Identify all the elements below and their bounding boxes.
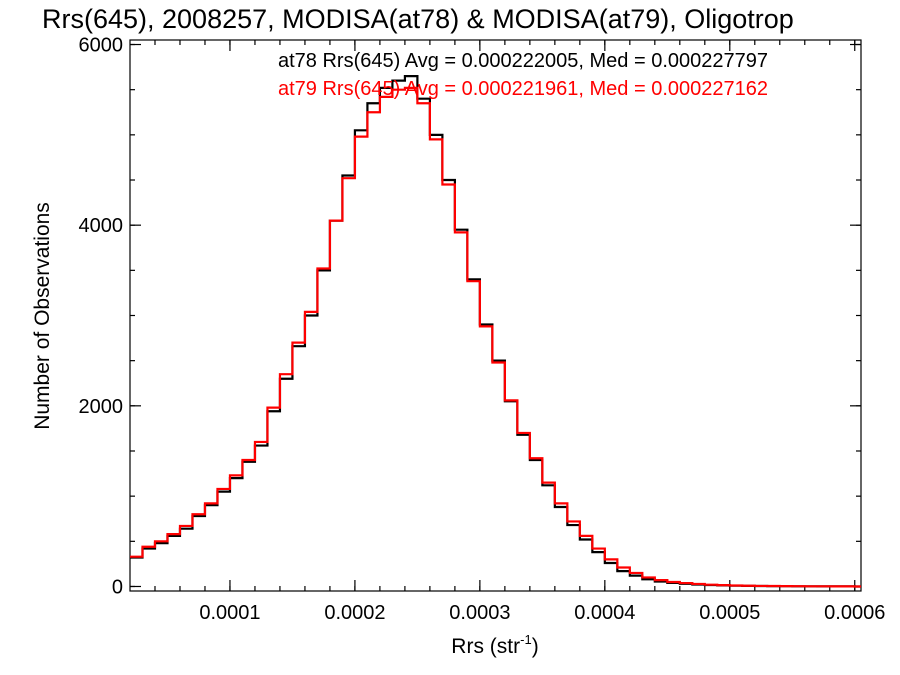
chart-title: Rrs(645), 2008257, MODISA(at78) & MODISA… (42, 4, 794, 34)
x-tick-label: 0.0002 (324, 602, 385, 624)
y-tick-label: 4000 (79, 215, 124, 237)
legend-entry-at78: at78 Rrs(645) Avg = 0.000222005, Med = 0… (278, 50, 768, 72)
y-tick-labels: 0 2000 4000 6000 (79, 35, 124, 599)
x-tick-label: 0.0004 (574, 602, 635, 624)
series-line-at79 (130, 86, 861, 588)
series-group (130, 75, 861, 588)
y-tick-label: 0 (112, 576, 123, 598)
series-line-at78 (130, 75, 861, 588)
x-axis-label: Rrs (str-1) (451, 632, 538, 658)
axis-ticks (130, 40, 861, 591)
x-tick-label: 0.0006 (824, 602, 885, 624)
x-tick-label: 0.0005 (699, 602, 760, 624)
x-tick-labels: 0.0001 0.0002 0.0003 0.0004 0.0005 0.0006 (199, 602, 885, 624)
y-tick-label: 2000 (79, 396, 124, 418)
x-axis-label-main: Rrs (str (451, 635, 520, 658)
y-axis-label: Number of Observations (31, 202, 54, 430)
x-axis-label-sup: -1 (520, 632, 532, 647)
legend-entry-at79: at79 Rrs(645) Avg = 0.000221961, Med = 0… (278, 78, 768, 100)
plot-frame (129, 39, 862, 592)
y-tick-label: 6000 (79, 35, 124, 57)
x-tick-label: 0.0003 (449, 602, 510, 624)
x-tick-label: 0.0001 (199, 602, 260, 624)
x-axis-label-end: ) (532, 635, 539, 658)
